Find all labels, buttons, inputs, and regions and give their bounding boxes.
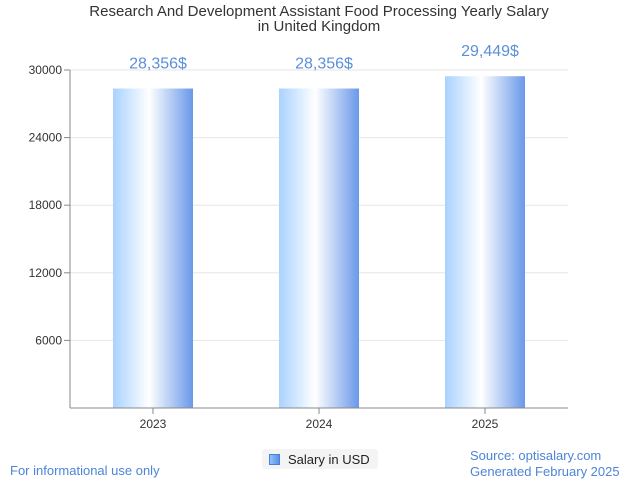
- x-tick-label: 2025: [472, 417, 499, 431]
- y-tick-label: 24000: [29, 131, 63, 145]
- generated-text: Generated February 2025: [470, 464, 620, 479]
- data-label: 28,356$: [295, 56, 353, 73]
- legend: Salary in USD: [262, 449, 378, 469]
- disclaimer-text: For informational use only: [10, 463, 160, 478]
- bar: [279, 89, 359, 408]
- bar: [113, 89, 193, 408]
- bar: [445, 76, 525, 408]
- x-tick-label: 2023: [140, 417, 167, 431]
- legend-label: Salary in USD: [288, 452, 370, 467]
- x-tick-label: 2024: [306, 417, 333, 431]
- y-tick-label: 6000: [35, 333, 62, 347]
- data-label: 28,356$: [129, 56, 187, 73]
- source-text: Source: optisalary.com: [470, 448, 620, 464]
- data-label: 29,449$: [461, 43, 519, 60]
- y-tick-label: 30000: [29, 63, 63, 77]
- y-tick-label: 12000: [29, 266, 63, 280]
- source-block: Source: optisalary.com Generated Februar…: [470, 448, 620, 479]
- legend-swatch-icon: [269, 454, 280, 465]
- y-tick-label: 18000: [29, 198, 63, 212]
- bars: [113, 76, 525, 408]
